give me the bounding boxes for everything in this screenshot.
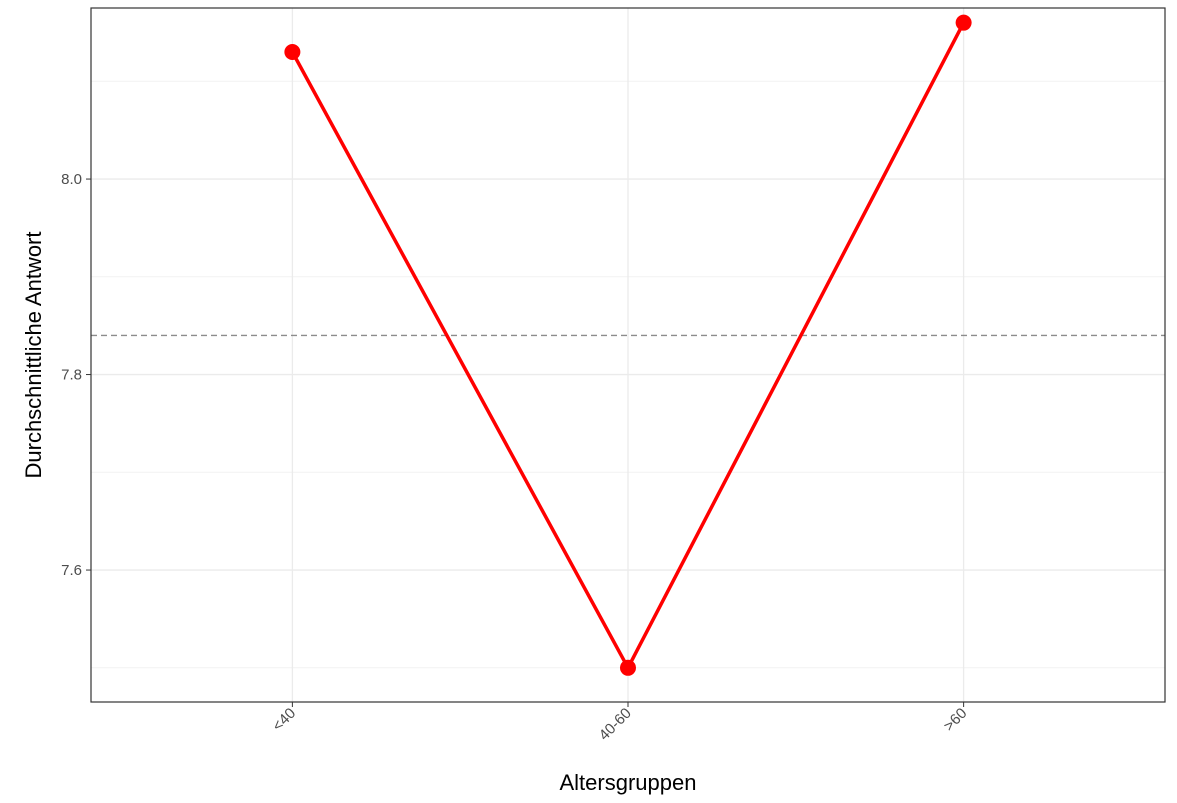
data-point [620,659,636,676]
series-layer [284,14,972,676]
y-axis-title: Durchschnittliche Antwort [21,232,46,479]
major-grid [91,8,1165,702]
y-tick-label: 8.0 [61,171,82,188]
y-tick-label: 7.6 [61,562,82,579]
x-axis-title: Altersgruppen [560,770,697,795]
y-tick-label: 7.8 [61,367,82,384]
data-point [284,43,301,60]
data-point [955,14,972,31]
y-axis: 7.6 7.8 8.0 [61,171,91,579]
